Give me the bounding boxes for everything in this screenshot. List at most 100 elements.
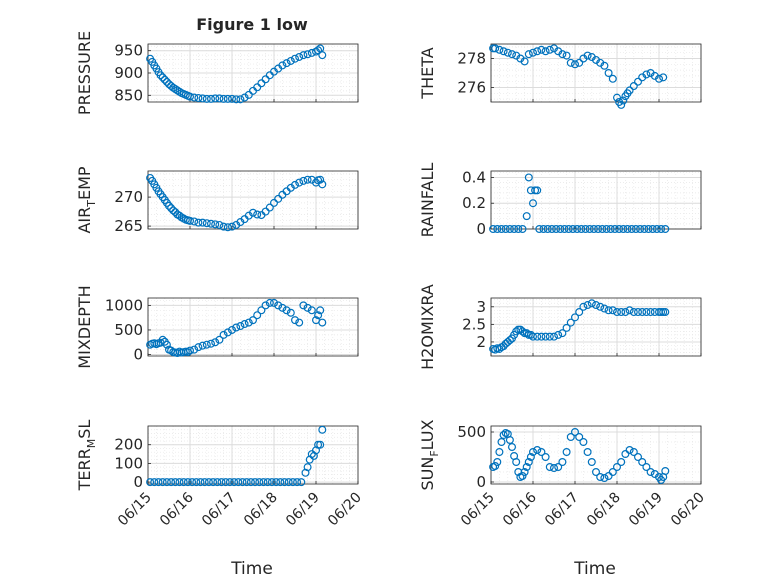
data-point [316,440,325,449]
y-axis-label-main: SUN [418,457,437,491]
data-point [596,302,605,311]
data-point [299,51,308,60]
data-point [272,478,281,487]
y-tick-label: 3 [476,298,486,316]
subplot-2: 276 278 THETA [418,43,702,109]
data-point [633,77,642,86]
data-point [533,186,542,195]
x-tick-label: 06/15 [115,490,155,530]
y-axis-label: RAINFALL [418,163,437,238]
y-tick-label: 850 [114,86,143,104]
data-point [654,74,663,83]
data-point [188,478,197,487]
x-axis-label-left: Time [230,559,273,579]
y-axis-label: MIXDEPTH [75,285,94,368]
data-point [211,338,220,347]
y-tick-label: 276 [457,79,486,97]
data-point [276,478,285,487]
data-point [493,458,502,467]
y-axis-label-main: AIR [75,207,94,234]
data-point [255,478,264,487]
data-point [291,180,300,189]
y-axis-label: THETA [418,47,437,99]
data-point [242,478,251,487]
data-point [158,478,167,487]
data-point [217,478,226,487]
data-point [183,478,192,487]
data-point [318,51,327,60]
data-point [293,478,302,487]
data-point [219,222,228,231]
data-point [215,94,224,103]
data-point [303,303,312,312]
x-tick-label: 06/15 [458,490,498,530]
data-point [543,225,552,234]
data-point [261,301,270,310]
data-point [286,56,295,65]
data-point [215,335,224,344]
data-point [491,462,500,471]
data-point [190,217,199,226]
data-point [631,225,640,234]
data-point [587,299,596,308]
x-tick-label: 06/16 [157,489,197,529]
data-point [644,225,653,234]
data-point [200,478,209,487]
data-point [508,443,517,452]
x-tick-label: 06/18 [584,490,624,530]
data-point [209,478,218,487]
data-point [503,48,512,57]
data-point [228,222,237,231]
data-point [236,95,245,104]
data-point [194,93,203,102]
data-point [261,75,270,84]
data-point [518,327,527,336]
data-point [270,198,279,207]
data-point [499,431,508,440]
data-point [510,225,519,234]
data-point [558,329,567,338]
data-point [499,342,508,351]
data-point [295,318,304,327]
data-point [314,311,323,320]
data-point [215,220,224,229]
subplot-6: 22.53 H2OMIXRA [418,284,702,370]
data-point [167,204,176,213]
data-point [566,58,575,67]
y-tick-label: 2 [476,333,486,351]
x-tick-label: 06/17 [199,490,239,530]
data-point [528,332,537,341]
data-point [598,225,607,234]
data-point [265,298,274,307]
data-point [596,473,605,482]
data-point [560,225,569,234]
data-point [535,225,544,234]
data-point [198,341,207,350]
data-point [165,201,174,210]
data-point [162,340,171,349]
data-point [186,216,195,225]
data-point [661,225,670,234]
y-tick-label: 0.2 [462,194,486,212]
data-point [612,93,621,102]
data-point [612,308,621,317]
data-point [625,86,634,95]
data-point [562,448,571,457]
data-point [288,478,297,487]
data-point [213,478,222,487]
subplot-3: 265 270 AIRTEMP [75,166,359,235]
data-point [514,225,523,234]
data-point [566,318,575,327]
data-point [173,86,182,95]
data-point [221,478,230,487]
data-point [537,45,546,54]
y-axis-label-main: PRESSURE [75,31,94,115]
data-point [499,47,508,56]
data-point [236,322,245,331]
data-point [570,313,579,322]
data-point [604,306,613,315]
y-tick-label: 0 [476,473,486,491]
data-point [291,316,300,325]
data-point [495,448,504,457]
